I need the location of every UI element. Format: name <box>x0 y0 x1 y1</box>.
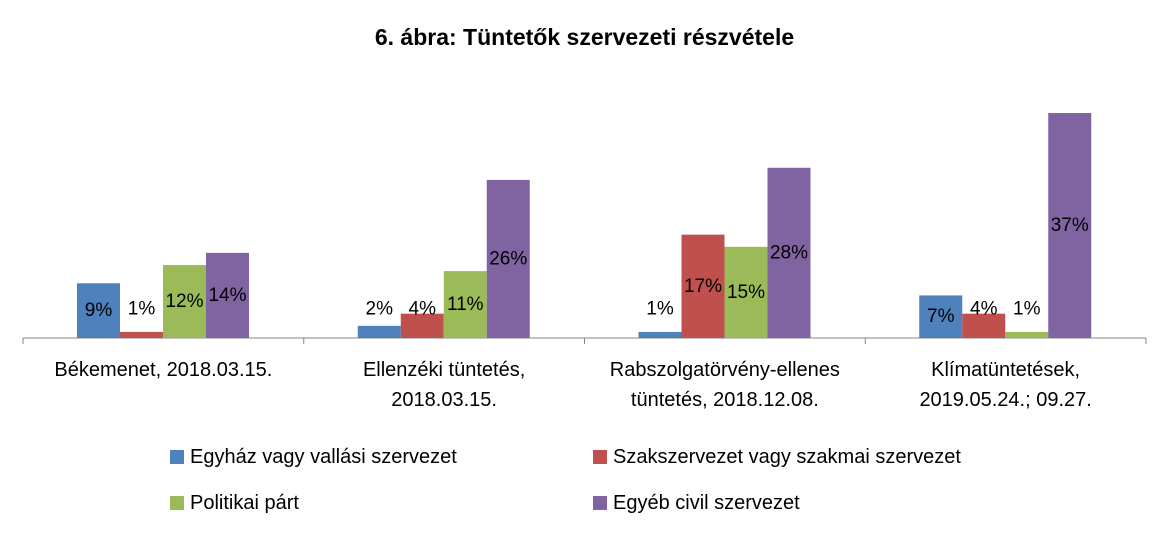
legend-label: Egyház vagy vallási szervezet <box>190 445 457 468</box>
data-label: 12% <box>165 291 203 312</box>
bar <box>1005 331 1049 338</box>
data-label: 4% <box>970 299 998 320</box>
bar <box>357 325 401 338</box>
data-label: 1% <box>128 299 156 320</box>
legend-item: Politikai párt <box>170 492 299 514</box>
x-tick-label: Rabszolgatörvény-ellenes tüntetés, 2018.1… <box>585 355 865 415</box>
bar <box>638 331 682 338</box>
bar <box>400 313 444 338</box>
bar <box>767 167 811 338</box>
data-label: 9% <box>85 300 113 321</box>
data-label: 2% <box>366 299 394 320</box>
legend-item: Egyház vagy vallási szervezet <box>170 446 457 468</box>
x-tick-label: Klímatüntetések, 2019.05.24.; 09.27. <box>866 355 1146 415</box>
legend-swatch <box>593 450 607 464</box>
bar <box>206 252 249 338</box>
legend-swatch <box>593 496 607 510</box>
data-label: 1% <box>1013 299 1041 320</box>
x-tick-label-line: Békemenet, 2018.03.15. <box>54 359 273 381</box>
legend-item: Egyéb civil szervezet <box>593 492 800 514</box>
legend-swatch <box>170 496 184 510</box>
x-tick-label-line: tüntetés, 2018.12.08. <box>630 389 819 411</box>
data-label: 26% <box>489 248 527 269</box>
bar <box>724 246 768 338</box>
legend-label: Szakszervezet vagy szakmai szervezet <box>613 445 961 468</box>
x-tick-label-line: 2018.03.15. <box>391 389 497 411</box>
data-label: 1% <box>646 299 674 320</box>
bar <box>120 331 163 338</box>
legend-label: Egyéb civil szervezet <box>613 491 800 514</box>
data-label: 15% <box>727 282 765 303</box>
data-label: 37% <box>1051 215 1089 236</box>
data-label: 4% <box>409 299 437 320</box>
legend-item: Szakszervezet vagy szakmai szervezet <box>593 446 961 468</box>
bar <box>919 295 963 338</box>
x-tick-label-line: Klímatüntetések, <box>931 359 1081 381</box>
data-label: 28% <box>770 242 808 263</box>
data-label: 17% <box>684 276 722 297</box>
x-tick-label-line: Ellenzéki tüntetés, <box>362 359 526 381</box>
bar <box>486 179 530 338</box>
x-tick-label-line: Rabszolgatörvény-ellenes <box>609 359 840 381</box>
legend-label: Politikai párt <box>190 491 299 514</box>
data-label: 14% <box>208 285 246 306</box>
bar <box>681 234 725 338</box>
x-tick-label-line: 2019.05.24.; 09.27. <box>919 389 1092 411</box>
bar <box>443 271 487 338</box>
bar <box>1048 113 1092 338</box>
x-tick-label: Békemenet, 2018.03.15. <box>23 355 303 385</box>
data-label: 7% <box>927 306 955 327</box>
bar <box>77 283 120 338</box>
legend-swatch <box>170 450 184 464</box>
bar <box>163 265 206 338</box>
x-tick-label: Ellenzéki tüntetés, 2018.03.15. <box>304 355 584 415</box>
data-label: 11% <box>447 294 484 315</box>
chart-title: 6. ábra: Tüntetők szervezeti részvétele <box>374 24 795 50</box>
bar <box>962 313 1006 338</box>
